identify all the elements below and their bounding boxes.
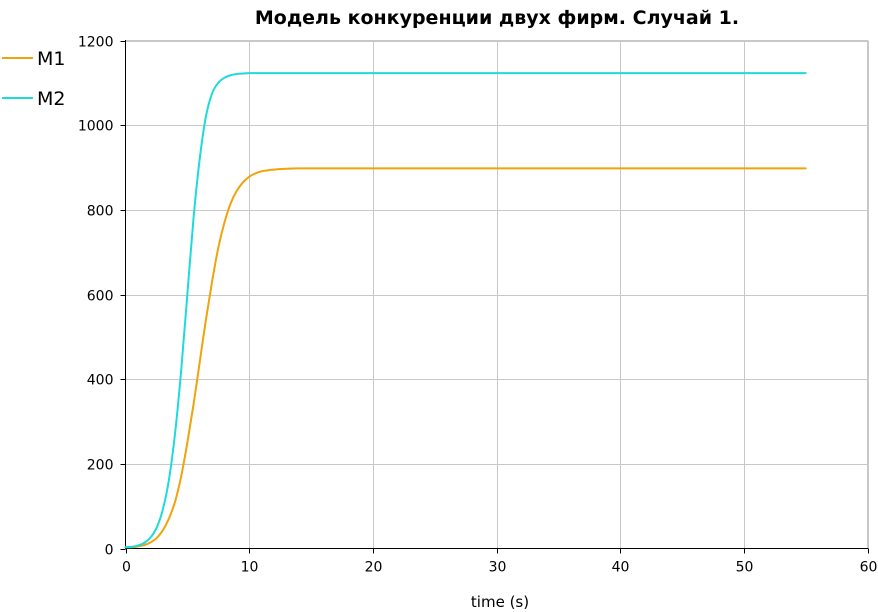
legend: M1 M2 <box>2 48 65 110</box>
y-tick-label: 600 <box>87 289 114 305</box>
y-tick-label: 400 <box>87 373 114 389</box>
x-tick-label: 40 <box>612 560 630 576</box>
series-line-m2 <box>124 72 807 549</box>
x-tick-label: 50 <box>736 560 754 576</box>
legend-label-m1: M1 <box>37 48 65 70</box>
series-line-m1 <box>124 167 807 549</box>
y-tick-label: 0 <box>105 543 114 559</box>
y-tick-label: 1200 <box>78 35 114 51</box>
x-tick-label: 30 <box>489 560 507 576</box>
x-tick-label: 20 <box>365 560 383 576</box>
series-layer <box>124 72 807 549</box>
x-axis-label: time (s) <box>471 593 529 611</box>
x-tick-label: 10 <box>241 560 259 576</box>
y-tick-label: 800 <box>87 204 114 220</box>
y-tick-label: 1000 <box>78 119 114 135</box>
grid-layer <box>125 40 869 549</box>
legend-label-m2: M2 <box>37 88 65 110</box>
x-tick-label: 60 <box>860 560 878 576</box>
x-tick-label: 0 <box>122 560 131 576</box>
y-tick-label: 200 <box>87 458 114 474</box>
chart-title: Модель конкуренции двух фирм. Случай 1. <box>255 7 739 29</box>
